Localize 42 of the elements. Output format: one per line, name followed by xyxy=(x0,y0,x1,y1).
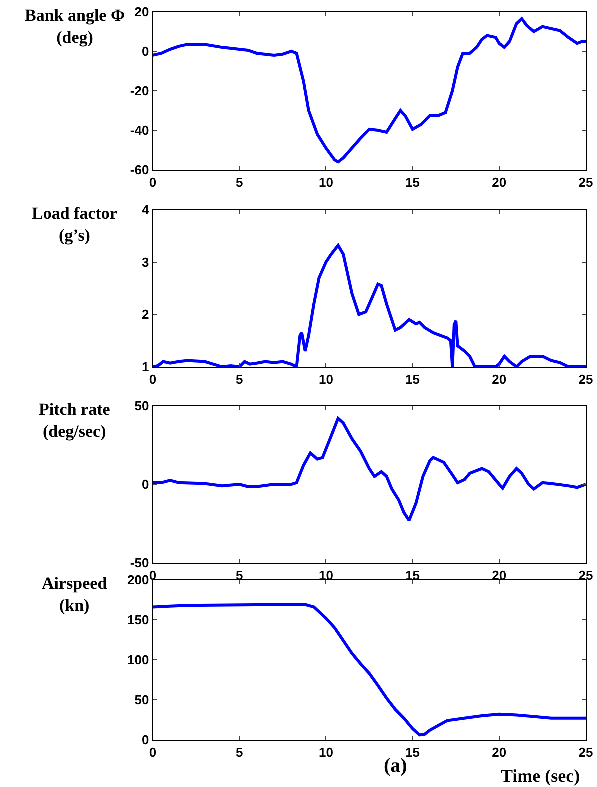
y-tick-label: 20 xyxy=(134,4,150,20)
x-tick-label: 25 xyxy=(578,372,594,387)
y-axis-title: Airspeed (kn) xyxy=(42,574,108,616)
x-tick-label: 5 xyxy=(236,174,244,190)
line-series xyxy=(153,244,586,367)
y-axis-title: Bank angle Φ (deg) xyxy=(25,6,126,48)
x-tick-label: 10 xyxy=(318,174,334,190)
y-tick-label: -40 xyxy=(130,123,150,138)
y-tick-label: -20 xyxy=(130,84,150,99)
y-tick-label: 1 xyxy=(142,360,150,375)
y-tick-label: -50 xyxy=(130,556,150,571)
y-tick-label: 3 xyxy=(142,254,150,270)
x-axis-title: Time (sec) xyxy=(501,766,580,786)
x-tick-label: 20 xyxy=(492,372,507,387)
x-tick-label: 5 xyxy=(236,372,244,387)
y-tick-label: 0 xyxy=(142,477,150,492)
y-tick-label: 50 xyxy=(134,692,150,708)
y-tick-label: 2 xyxy=(142,307,150,322)
y-axis-title: Load factor (g’s) xyxy=(32,204,118,246)
x-tick-label: 15 xyxy=(406,372,420,387)
y-tick-label: 150 xyxy=(127,612,150,628)
text: (a) xyxy=(384,755,408,777)
x-tick-label: 5 xyxy=(236,744,244,760)
line-series xyxy=(153,603,586,737)
x-tick-label: 20 xyxy=(492,174,507,190)
x-tick-label: 10 xyxy=(318,372,334,387)
y-tick-label: 100 xyxy=(127,652,150,668)
line-series xyxy=(153,417,586,522)
x-tick-label: 15 xyxy=(406,744,420,760)
y-tick-label: 0 xyxy=(142,44,150,60)
y-tick-label: 0 xyxy=(142,732,150,748)
line-series xyxy=(153,17,586,164)
y-tick-label: 50 xyxy=(134,398,150,414)
x-tick-label: 10 xyxy=(318,744,334,760)
x-tick-label: 20 xyxy=(492,744,507,760)
y-tick-label: -60 xyxy=(130,162,150,178)
y-tick-label: 200 xyxy=(127,572,150,588)
y-axis-title: Pitch rate (deg/sec) xyxy=(39,400,111,442)
x-tick-label: 25 xyxy=(578,174,594,190)
x-tick-label: 15 xyxy=(406,174,420,190)
x-tick-label: 25 xyxy=(578,744,594,760)
y-tick-label: 4 xyxy=(142,202,150,218)
